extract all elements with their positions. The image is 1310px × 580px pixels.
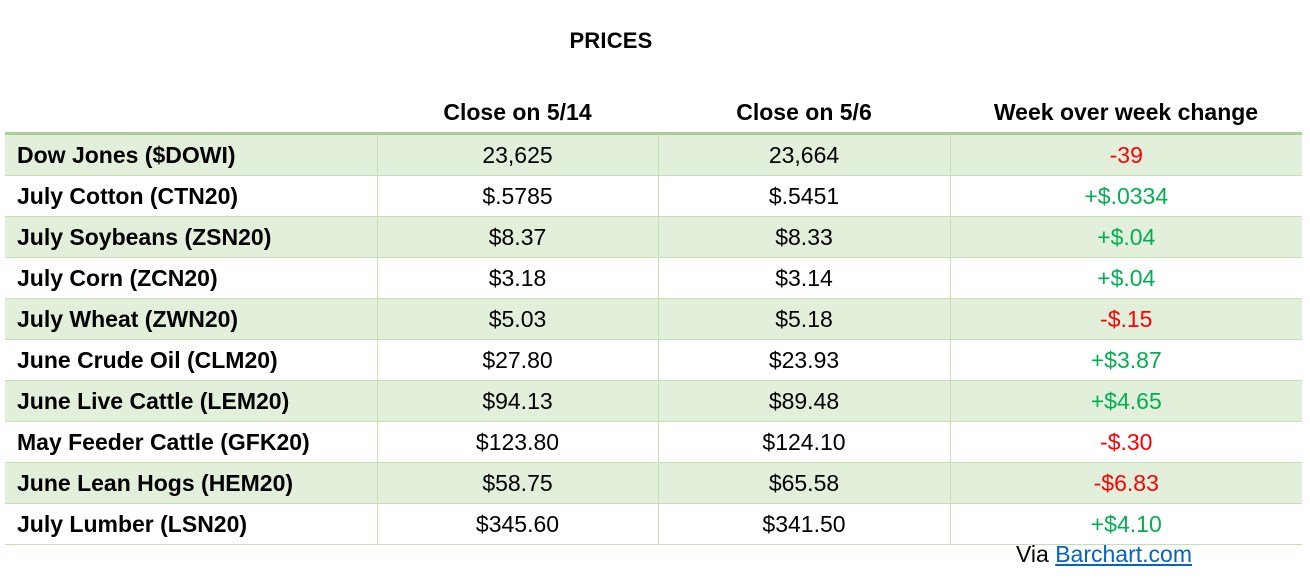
commodity-name: July Corn (ZCN20) xyxy=(5,257,378,299)
close-value-1: $27.80 xyxy=(377,339,659,381)
table-row: Dow Jones ($DOWI) 23,625 23,664 -39 xyxy=(5,133,1302,176)
table-body: Dow Jones ($DOWI) 23,625 23,664 -39 July… xyxy=(5,133,1302,545)
close-value-2: $341.50 xyxy=(658,503,951,545)
commodity-name: June Crude Oil (CLM20) xyxy=(5,339,378,381)
table-row: June Lean Hogs (HEM20) $58.75 $65.58 -$6… xyxy=(5,462,1302,504)
close-value-1: 23,625 xyxy=(377,133,659,176)
prices-table: Close on 5/14 Close on 5/6 Week over wee… xyxy=(5,80,1302,545)
table-title: PRICES xyxy=(569,28,653,53)
close-value-1: $123.80 xyxy=(377,421,659,463)
change-value: +$.0334 xyxy=(950,175,1302,217)
table-header: Close on 5/14 Close on 5/6 Week over wee… xyxy=(5,80,1302,135)
close-value-1: $345.60 xyxy=(377,503,659,545)
change-value: -$.15 xyxy=(950,298,1302,340)
commodity-name: July Wheat (ZWN20) xyxy=(5,298,378,340)
close-value-1: $94.13 xyxy=(377,380,659,422)
close-value-2: $124.10 xyxy=(658,421,951,463)
change-value: -39 xyxy=(950,133,1302,176)
close-value-2: $23.93 xyxy=(658,339,951,381)
table-row: July Wheat (ZWN20) $5.03 $5.18 -$.15 xyxy=(5,298,1302,340)
column-header-commodity xyxy=(5,80,377,135)
header-row: Close on 5/14 Close on 5/6 Week over wee… xyxy=(5,80,1302,135)
change-value: +$3.87 xyxy=(950,339,1302,381)
change-value: -$.30 xyxy=(950,421,1302,463)
close-value-2: 23,664 xyxy=(658,133,951,176)
commodity-name: July Lumber (LSN20) xyxy=(5,503,378,545)
table-row: May Feeder Cattle (GFK20) $123.80 $124.1… xyxy=(5,421,1302,463)
change-value: -$6.83 xyxy=(950,462,1302,504)
table-row: July Soybeans (ZSN20) $8.37 $8.33 +$.04 xyxy=(5,216,1302,258)
table-row: July Corn (ZCN20) $3.18 $3.14 +$.04 xyxy=(5,257,1302,299)
commodity-name: May Feeder Cattle (GFK20) xyxy=(5,421,378,463)
commodity-name: June Lean Hogs (HEM20) xyxy=(5,462,378,504)
column-header-close-1: Close on 5/14 xyxy=(377,80,658,135)
column-header-close-2: Close on 5/6 xyxy=(658,80,950,135)
close-value-2: $5.18 xyxy=(658,298,951,340)
change-value: +$.04 xyxy=(950,216,1302,258)
source-prefix: Via xyxy=(1016,541,1056,567)
close-value-1: $.5785 xyxy=(377,175,659,217)
table-row: June Crude Oil (CLM20) $27.80 $23.93 +$3… xyxy=(5,339,1302,381)
close-value-1: $3.18 xyxy=(377,257,659,299)
change-value: +$4.10 xyxy=(950,503,1302,545)
close-value-2: $65.58 xyxy=(658,462,951,504)
change-value: +$4.65 xyxy=(950,380,1302,422)
commodity-name: June Live Cattle (LEM20) xyxy=(5,380,378,422)
close-value-1: $8.37 xyxy=(377,216,659,258)
commodity-name: Dow Jones ($DOWI) xyxy=(5,133,378,176)
close-value-1: $58.75 xyxy=(377,462,659,504)
close-value-2: $8.33 xyxy=(658,216,951,258)
commodity-name: July Soybeans (ZSN20) xyxy=(5,216,378,258)
source-attribution: Via Barchart.com xyxy=(1016,541,1192,568)
table-row: June Live Cattle (LEM20) $94.13 $89.48 +… xyxy=(5,380,1302,422)
change-value: +$.04 xyxy=(950,257,1302,299)
column-header-change: Week over week change xyxy=(950,80,1302,135)
close-value-2: $.5451 xyxy=(658,175,951,217)
barchart-link[interactable]: Barchart.com xyxy=(1055,541,1192,567)
close-value-1: $5.03 xyxy=(377,298,659,340)
table-row: July Lumber (LSN20) $345.60 $341.50 +$4.… xyxy=(5,503,1302,545)
close-value-2: $3.14 xyxy=(658,257,951,299)
table-row: July Cotton (CTN20) $.5785 $.5451 +$.033… xyxy=(5,175,1302,217)
close-value-2: $89.48 xyxy=(658,380,951,422)
commodity-name: July Cotton (CTN20) xyxy=(5,175,378,217)
